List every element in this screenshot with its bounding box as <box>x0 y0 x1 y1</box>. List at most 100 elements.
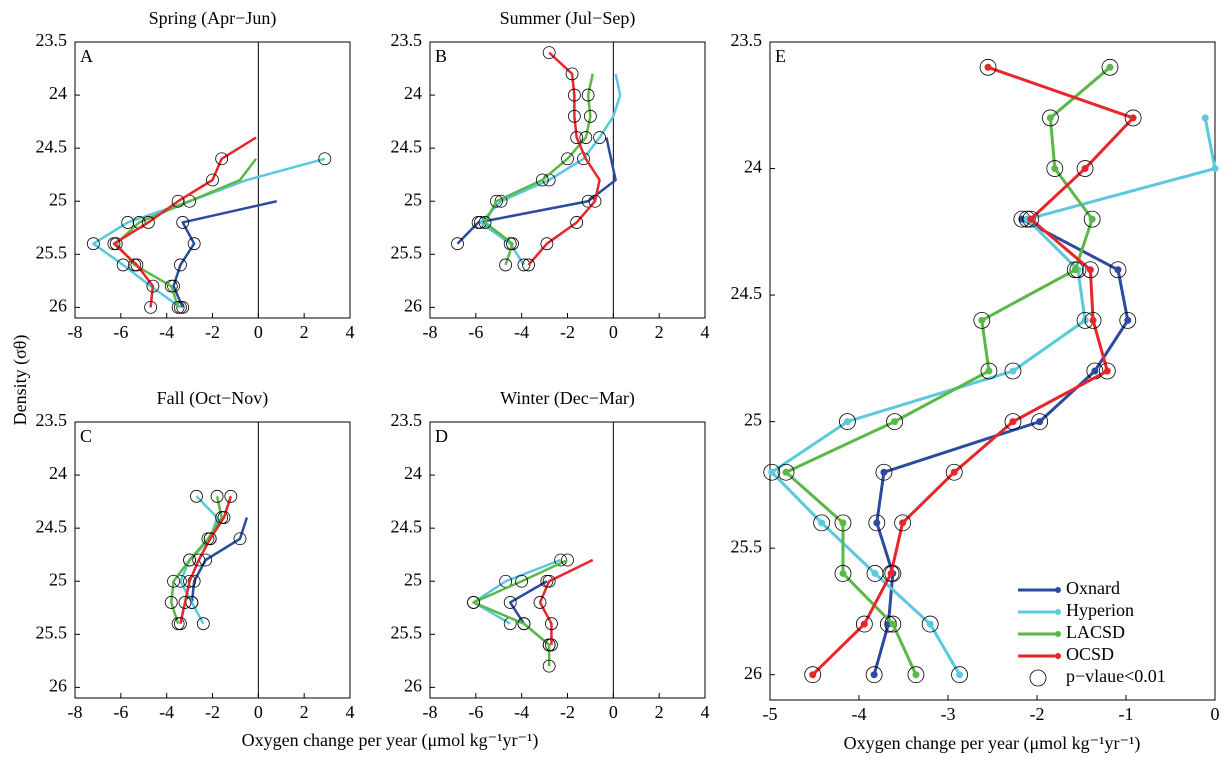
x-tick-label: -4 <box>514 702 529 722</box>
data-point <box>1106 63 1114 71</box>
significance-circle <box>882 565 900 582</box>
x-tick-label: -5 <box>763 704 778 724</box>
x-tick-label: 2 <box>300 322 309 342</box>
data-point <box>1046 114 1054 122</box>
y-tick-label: 24.5 <box>36 136 68 156</box>
significance-circle <box>107 237 121 251</box>
data-point <box>912 671 920 679</box>
x-axis-label: Oxygen change per year (μmol kg⁻¹yr⁻¹) <box>242 730 539 751</box>
legend-label: LACSD <box>1066 622 1125 642</box>
x-tick-label: -2 <box>560 322 575 342</box>
y-tick-label: 24 <box>49 463 67 483</box>
significance-circle <box>886 413 903 431</box>
series-line <box>479 73 622 266</box>
panel-letter: B <box>435 46 447 66</box>
significance-circle <box>980 362 998 380</box>
x-tick-label: 2 <box>655 702 664 722</box>
significance-circle <box>522 258 535 272</box>
x-tick-label: -6 <box>113 322 128 342</box>
significance-circle <box>116 258 130 272</box>
data-point <box>871 569 879 577</box>
significance-circle <box>174 300 187 314</box>
y-tick-label: 24 <box>404 83 422 103</box>
data-point <box>1071 266 1079 274</box>
series-line <box>784 66 1111 676</box>
y-tick-label: 24 <box>744 157 762 177</box>
legend-label: Oxnard <box>1066 578 1120 598</box>
significance-circle <box>921 615 939 633</box>
significance-circle <box>515 574 529 588</box>
significance-circle <box>973 311 991 329</box>
data-point <box>1091 367 1099 375</box>
significance-circle <box>164 596 178 609</box>
significance-circle <box>174 617 187 631</box>
panel-title: Summer (Jul−Sep) <box>500 8 636 29</box>
x-tick-label: 4 <box>346 322 355 342</box>
data-point <box>1211 165 1219 173</box>
significance-circle <box>581 88 595 102</box>
x-tick-label: 0 <box>254 322 263 342</box>
data-point <box>1009 418 1017 426</box>
x-tick-label: -2 <box>205 322 220 342</box>
y-tick-label: 24.5 <box>391 516 423 536</box>
y-tick-label: 25 <box>404 189 422 209</box>
significance-circle <box>1082 261 1099 279</box>
significance-circle <box>183 574 196 588</box>
significance-circle <box>945 463 963 481</box>
significance-circle <box>834 514 852 532</box>
data-point <box>873 519 881 527</box>
significance-circle <box>178 596 192 609</box>
data-point <box>891 418 899 426</box>
data-point <box>839 519 847 527</box>
x-tick-label: -8 <box>68 322 83 342</box>
data-point <box>985 367 993 375</box>
y-tick-label: 24 <box>404 463 422 483</box>
significance-circle <box>535 173 549 187</box>
x-tick-label: -4 <box>514 322 529 342</box>
data-point <box>818 519 826 527</box>
x-tick-label: -8 <box>423 702 438 722</box>
significance-circle <box>855 615 873 633</box>
significance-circle <box>233 532 247 546</box>
data-point <box>1086 266 1094 274</box>
y-tick-label: 24.5 <box>36 516 68 536</box>
series-line <box>538 558 594 645</box>
significance-circle <box>884 615 902 633</box>
significance-circle <box>210 489 224 503</box>
data-point <box>1036 418 1044 426</box>
significance-circle <box>567 109 581 123</box>
x-tick-label: -4 <box>159 702 174 722</box>
significance-circle <box>86 237 100 251</box>
data-point <box>839 569 847 577</box>
significance-circle <box>1066 261 1084 279</box>
x-tick-label: -2 <box>205 702 220 722</box>
panel-letter: D <box>435 426 448 446</box>
significance-circle <box>868 514 886 532</box>
significance-circle <box>167 574 180 588</box>
panel-title: Fall (Oct−Nov) <box>157 388 269 409</box>
significance-circle <box>451 237 464 251</box>
significance-circle <box>570 131 584 144</box>
plot-frame <box>769 41 1216 701</box>
y-tick-label: 25.5 <box>391 622 423 642</box>
legend-dot <box>1055 609 1061 615</box>
significance-circle <box>533 596 547 609</box>
data-point <box>1103 367 1111 375</box>
significance-circle <box>565 67 579 81</box>
data-point <box>887 569 895 577</box>
plot-frame <box>74 421 351 699</box>
x-tick-label: 0 <box>609 322 618 342</box>
significance-circle <box>1004 413 1022 431</box>
significance-circle <box>128 258 141 272</box>
significance-circle <box>164 279 178 293</box>
significance-circle <box>215 152 229 166</box>
significance-circle <box>894 514 912 532</box>
significance-circle <box>1083 210 1101 228</box>
series-line <box>456 137 617 245</box>
significance-circle <box>506 237 519 251</box>
significance-circle <box>196 617 210 631</box>
series-line <box>527 51 601 266</box>
significance-circle <box>224 489 238 503</box>
y-tick-label: 25 <box>49 569 67 589</box>
significance-circle <box>570 216 584 229</box>
